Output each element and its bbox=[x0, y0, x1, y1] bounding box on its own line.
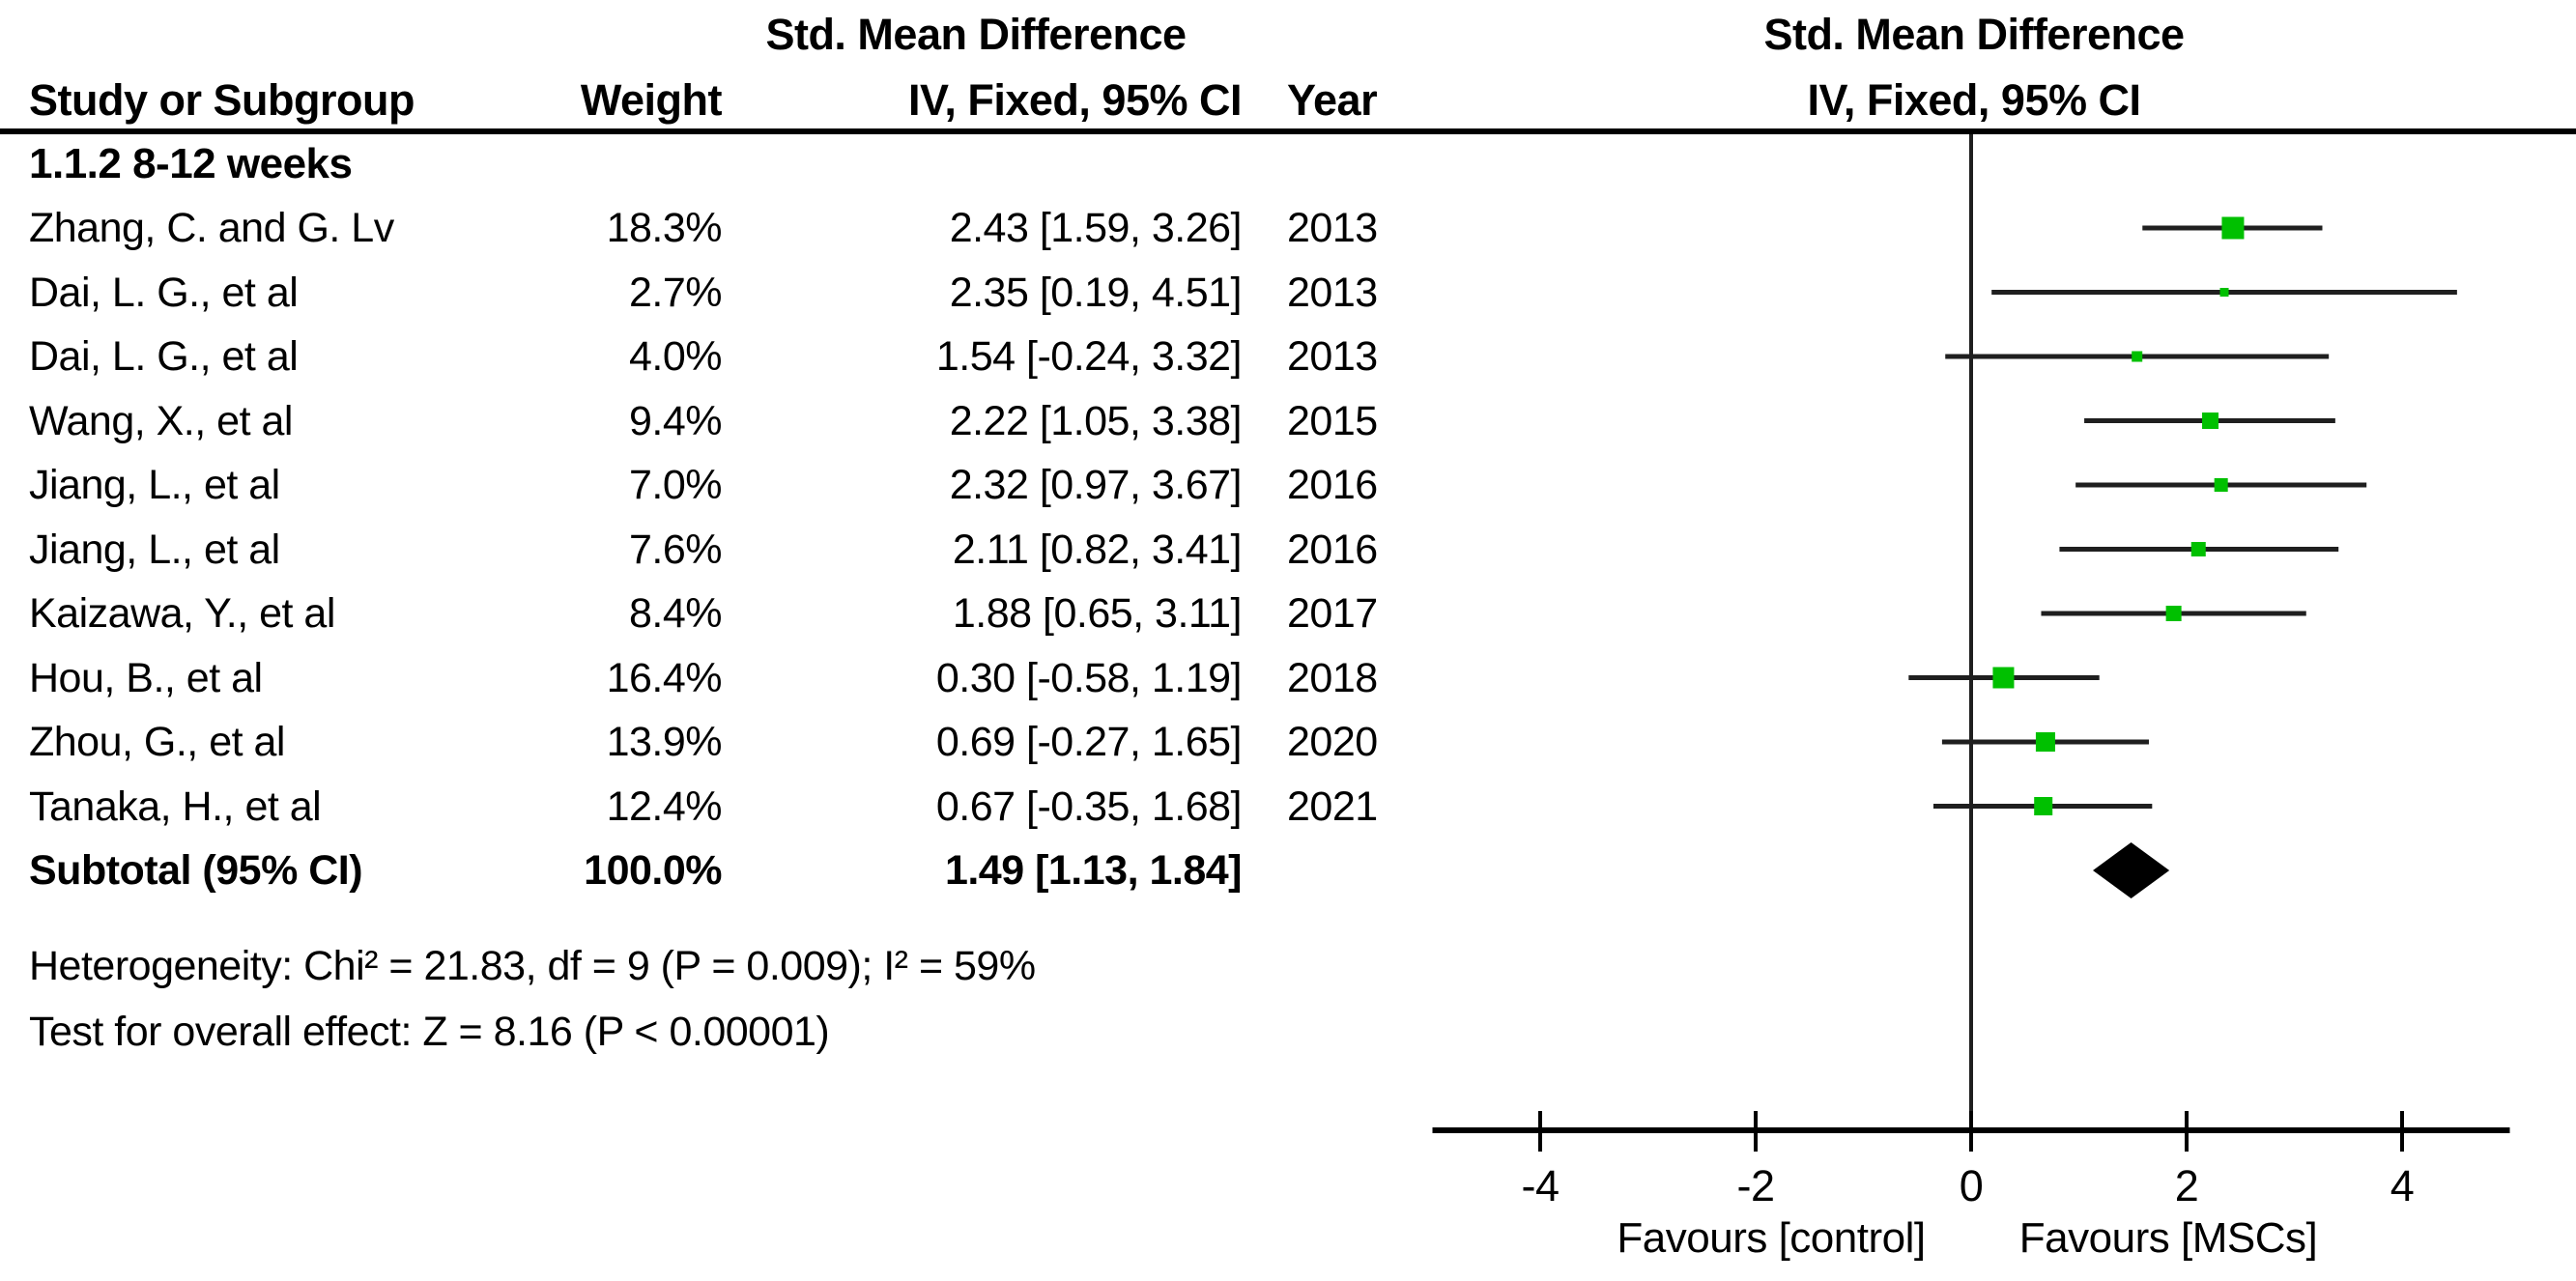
heterogeneity-stat: Heterogeneity: Chi² = 21.83, df = 9 (P =… bbox=[29, 943, 1036, 989]
weight-cell: 8.4% bbox=[628, 590, 723, 637]
effect-marker bbox=[2190, 542, 2206, 556]
year-cell: 2013 bbox=[1287, 205, 1378, 251]
weight-cell: 7.0% bbox=[628, 462, 723, 508]
ci-cell: 2.32 [0.97, 3.67] bbox=[949, 462, 1243, 508]
ci-cell: 1.54 [-0.24, 3.32] bbox=[935, 333, 1243, 380]
study-name-cell: Wang, X., et al bbox=[29, 397, 293, 444]
favours-right-label: Favours [MSCs] bbox=[2018, 1214, 2318, 1262]
column-header-study: Study or Subgroup bbox=[29, 75, 415, 125]
year-cell: 2016 bbox=[1287, 526, 1378, 573]
ci-cell: 0.67 [-0.35, 1.68] bbox=[935, 783, 1243, 830]
axis-tick bbox=[1538, 1111, 1542, 1152]
effect-marker bbox=[2034, 797, 2053, 815]
study-name-cell: Zhou, G., et al bbox=[29, 719, 285, 765]
tick-label: 2 bbox=[2175, 1161, 2199, 1210]
tick-label: -4 bbox=[1521, 1161, 1559, 1210]
weight-cell: 13.9% bbox=[606, 719, 723, 765]
axis-tick bbox=[1969, 1111, 1973, 1152]
study-name-cell: Tanaka, H., et al bbox=[29, 783, 322, 830]
study-row: Jiang, L., et al 7.0% 2.32 [0.97, 3.67] 201… bbox=[0, 453, 1420, 517]
weight-cell: 4.0% bbox=[628, 333, 723, 380]
study-row: Zhou, G., et al 13.9% 0.69 [-0.27, 1.65] 20… bbox=[0, 710, 1420, 774]
year-cell: 2018 bbox=[1287, 654, 1378, 701]
zero-line bbox=[1969, 134, 1973, 1130]
column-header-weight: Weight bbox=[580, 75, 723, 125]
subtotal-label-cell: Subtotal (95% CI) bbox=[29, 847, 363, 894]
tick-label: 0 bbox=[1960, 1161, 1984, 1210]
ci-cell: 2.11 [0.82, 3.41] bbox=[952, 526, 1243, 573]
header-rule bbox=[0, 128, 2576, 134]
left-effect-header: Std. Mean Difference bbox=[765, 10, 1187, 59]
study-row: Dai, L. G., et al 4.0% 1.54 [-0.24, 3.32] 2… bbox=[0, 325, 1420, 388]
effect-marker bbox=[2221, 216, 2245, 240]
year-cell: 2021 bbox=[1287, 783, 1378, 830]
study-row: Hou, B., et al 16.4% 0.30 [-0.58, 1.19] 201… bbox=[0, 646, 1420, 710]
year-cell: 2016 bbox=[1287, 462, 1378, 508]
effect-marker bbox=[2214, 478, 2228, 492]
year-cell: 2017 bbox=[1287, 590, 1378, 637]
tick-label: -2 bbox=[1736, 1161, 1774, 1210]
study-name-cell: Jiang, L., et al bbox=[29, 526, 280, 573]
effect-marker bbox=[2132, 351, 2143, 362]
study-row: Dai, L. G., et al 2.7% 2.35 [0.19, 4.51] 20… bbox=[0, 261, 1420, 325]
axis-tick bbox=[2185, 1111, 2189, 1152]
study-name-cell: Hou, B., et al bbox=[29, 654, 263, 701]
weight-cell: 18.3% bbox=[606, 205, 723, 251]
ci-cell: 1.88 [0.65, 3.11] bbox=[952, 590, 1243, 637]
year-cell: 2013 bbox=[1287, 333, 1378, 380]
study-row: Tanaka, H., et al 12.4% 0.67 [-0.35, 1.68]… bbox=[0, 775, 1420, 839]
year-cell: 2020 bbox=[1287, 719, 1378, 765]
favours-left-label: Favours [control] bbox=[1617, 1214, 1926, 1262]
subtotal-ci-cell: 1.49 [1.13, 1.84] bbox=[944, 847, 1243, 894]
right-method-header: IV, Fixed, 95% CI bbox=[1807, 75, 2142, 125]
weight-cell: 16.4% bbox=[606, 654, 723, 701]
column-header-year: Year bbox=[1287, 75, 1378, 125]
ci-cell: 2.43 [1.59, 3.26] bbox=[949, 205, 1243, 251]
study-row: Wang, X., et al 9.4% 2.22 [1.05, 3.38] 2015 bbox=[0, 389, 1420, 453]
weight-cell: 12.4% bbox=[606, 783, 723, 830]
study-row: Subtotal (95% CI) 100.0% 1.49 [1.13, 1.84] bbox=[0, 839, 1420, 902]
axis-tick bbox=[1754, 1111, 1758, 1152]
study-name-cell: Zhang, C. and G. Lv bbox=[29, 205, 394, 251]
effect-marker bbox=[2219, 288, 2229, 297]
tick-label: 4 bbox=[2390, 1161, 2415, 1210]
ci-cell: 2.35 [0.19, 4.51] bbox=[949, 269, 1243, 316]
study-name-cell: Dai, L. G., et al bbox=[29, 333, 299, 380]
ci-cell: 0.69 [-0.27, 1.65] bbox=[935, 719, 1243, 765]
weight-cell: 2.7% bbox=[628, 269, 723, 316]
subtotal-weight-cell: 100.0% bbox=[584, 847, 722, 894]
study-row: Kaizawa, Y., et al 8.4% 1.88 [0.65, 3.11] 2… bbox=[0, 582, 1420, 645]
study-name-cell: Jiang, L., et al bbox=[29, 462, 280, 508]
weight-cell: 9.4% bbox=[628, 397, 723, 444]
effect-marker bbox=[1992, 667, 2015, 689]
subgroup-heading: 1.1.2 8-12 weeks bbox=[29, 140, 353, 187]
study-name-cell: Kaizawa, Y., et al bbox=[29, 590, 335, 637]
effect-marker bbox=[2035, 732, 2055, 752]
column-header-ci: IV, Fixed, 95% CI bbox=[908, 75, 1243, 125]
study-name-cell: Dai, L. G., et al bbox=[29, 269, 299, 316]
weight-cell: 7.6% bbox=[628, 526, 723, 573]
subtotal-diamond bbox=[2092, 842, 2170, 898]
right-effect-header: Std. Mean Difference bbox=[1763, 10, 2185, 59]
study-row: Zhang, C. and G. Lv 18.3% 2.43 [1.59, 3.26… bbox=[0, 196, 1420, 260]
overall-effect-stat: Test for overall effect: Z = 8.16 (P < 0… bbox=[29, 1009, 830, 1055]
axis-tick bbox=[2400, 1111, 2404, 1152]
study-row: Jiang, L., et al 7.6% 2.11 [0.82, 3.41] 201… bbox=[0, 518, 1420, 582]
effect-marker bbox=[2202, 413, 2219, 429]
year-cell: 2013 bbox=[1287, 269, 1378, 316]
effect-marker bbox=[2165, 606, 2182, 621]
ci-cell: 0.30 [-0.58, 1.19] bbox=[935, 654, 1243, 701]
year-cell: 2015 bbox=[1287, 397, 1378, 444]
ci-cell: 2.22 [1.05, 3.38] bbox=[949, 397, 1243, 444]
